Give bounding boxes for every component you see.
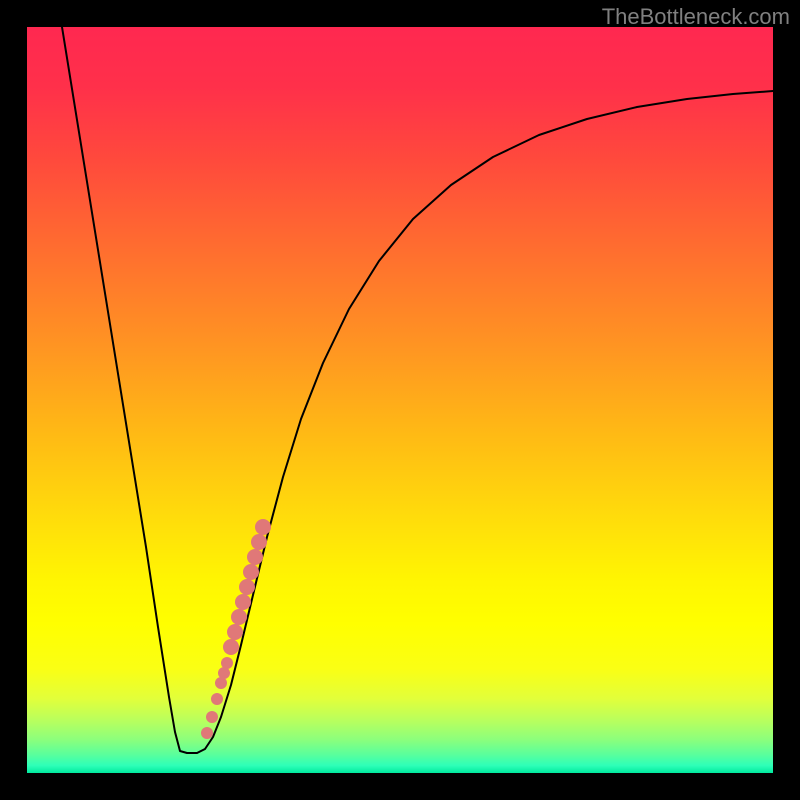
data-marker xyxy=(227,624,243,640)
plot-background-gradient xyxy=(27,27,773,773)
data-marker xyxy=(247,549,263,565)
chart-container: TheBottleneck.com xyxy=(0,0,800,800)
data-marker xyxy=(221,657,233,669)
data-marker xyxy=(235,594,251,610)
data-marker xyxy=(223,639,239,655)
data-marker xyxy=(211,693,223,705)
plot-area xyxy=(27,27,773,773)
data-marker xyxy=(201,727,213,739)
data-marker xyxy=(251,534,267,550)
data-marker xyxy=(243,564,259,580)
data-marker xyxy=(255,519,271,535)
chart-svg xyxy=(0,0,800,800)
data-marker xyxy=(239,579,255,595)
data-marker xyxy=(206,711,218,723)
data-marker xyxy=(231,609,247,625)
watermark-text: TheBottleneck.com xyxy=(602,4,790,30)
